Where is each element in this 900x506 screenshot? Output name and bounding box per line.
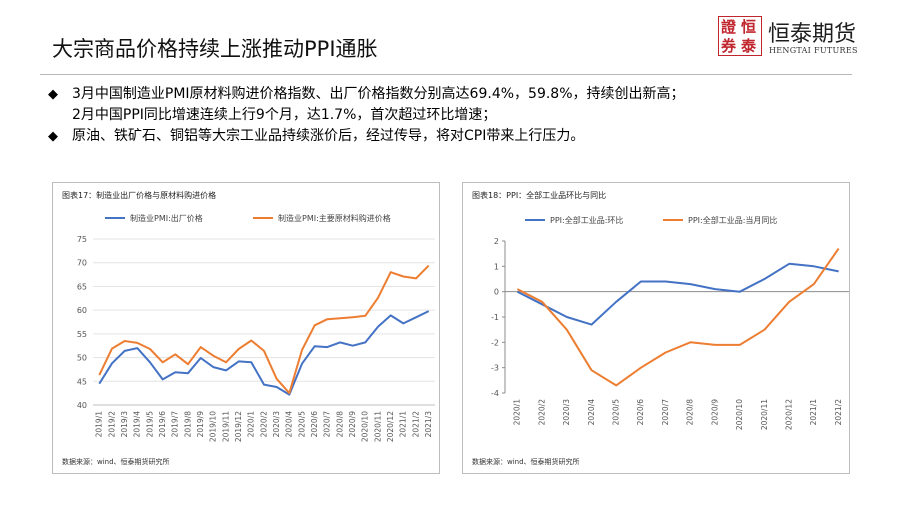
x-tick-label: 2019/10 [209,411,218,442]
x-tick-label: 2020/2 [259,411,268,438]
x-tick-label: 2020/10 [361,411,370,442]
x-tick-label: 2019/9 [196,411,205,438]
company-logo: 證 恒 券 泰 恒泰期货 HENGTAI FUTURES [718,14,868,62]
bullet-item: ◆ 原油、铁矿石、铜铝等大宗工业品持续涨价后，经过传导，将对CPI带来上行压力。 [48,126,888,147]
x-tick-label: 2020/6 [310,411,319,438]
bullet-list: ◆ 3月中国制造业PMI原材料购进价格指数、出厂价格指数分别高达69.4%，59.… [48,84,888,147]
series-line [98,264,430,395]
y-tick-label: 1 [494,262,499,271]
y-tick-label: -3 [491,364,499,373]
legend-label: 制造业PMI:出厂价格 [130,213,203,223]
x-tick-label: 2020/11 [373,411,382,442]
x-tick-label: 2020/5 [297,411,306,438]
x-tick-label: 2019/2 [107,411,116,438]
chart-caption: 图表18：PPI：全部工业品环比与同比 [472,191,607,200]
bullet-text: 原油、铁矿石、铜铝等大宗工业品持续涨价后，经过传导，将对CPI带来上行压力。 [72,128,585,144]
series-line [98,310,430,396]
x-tick-label: 2019/8 [183,411,192,438]
x-tick-label: 2020/1 [513,399,522,426]
x-tick-label: 2020/10 [735,399,744,430]
logo-subtitle: HENGTAI FUTURES [769,46,858,55]
x-tick-label: 2019/11 [221,411,230,442]
x-tick-label: 2020/1 [247,411,256,438]
x-tick-label: 2020/5 [611,399,620,426]
series-line [516,262,839,326]
legend-label: 制造业PMI:主要原材料购进价格 [278,213,391,223]
y-tick-label: 2 [494,237,499,246]
seal-char: 券 [721,37,737,55]
x-tick-label: 2021/2 [411,411,420,438]
x-tick-label: 2020/7 [323,411,332,438]
x-tick-label: 2020/3 [562,399,571,426]
x-tick-label: 2021/3 [424,411,433,438]
seal-char: 泰 [741,37,757,55]
y-tick-label: 0 [494,288,499,297]
x-tick-label: 2019/5 [145,411,154,438]
y-tick-label: 60 [77,306,87,315]
x-tick-label: 2020/6 [636,399,645,426]
x-tick-label: 2020/12 [784,399,793,430]
diamond-bullet-icon: ◆ [48,129,58,144]
x-tick-label: 2020/3 [272,411,281,438]
chart-panel-pmi: 图表17：制造业出厂价格与原材料购进价格 40 45 50 55 60 65 70 75 201… [52,182,440,474]
x-tick-label: 2020/9 [710,399,719,426]
seal-char: 證 [721,18,737,36]
logo-name: 恒泰期货 [768,22,857,47]
y-tick-label: 75 [77,235,87,244]
x-tick-label: 2020/4 [587,399,596,426]
y-tick-label: 50 [77,354,87,363]
x-tick-label: 2019/7 [171,411,180,438]
legend-label: PPI:全部工业品:当月同比 [688,215,777,225]
x-tick-label: 2020/2 [537,399,546,426]
seal-char: 恒 [741,18,757,36]
y-tick-label: -1 [491,313,499,322]
x-tick-label: 2020/8 [686,399,695,426]
y-tick-label: 45 [77,377,87,386]
legend-label: PPI:全部工业品:环比 [550,215,623,225]
series-line [516,248,840,387]
x-tick-label: 2019/1 [95,411,104,438]
x-tick-label: 2019/3 [120,411,129,438]
bullet-item: ◆ 3月中国制造业PMI原材料购进价格指数、出厂价格指数分别高达69.4%，59.… [48,84,888,126]
x-tick-label: 2019/6 [158,411,167,438]
y-tick-label: 55 [77,330,87,339]
x-tick-label: 2021/1 [809,399,818,426]
chart-source: 数据来源：wind、恒泰期货研究所 [472,458,580,466]
x-tick-label: 2020/7 [661,399,670,426]
y-tick-label: 40 [77,401,87,410]
chart-source: 数据来源：wind、恒泰期货研究所 [62,458,170,466]
x-tick-label: 2019/12 [234,411,243,442]
bullet-text: 3月中国制造业PMI原材料购进价格指数、出厂价格指数分别高达69.4%，59.8… [72,86,685,102]
ppi-chart: -4 -3 -2 -1 0 1 2 2020/1 2020/2 2020/3 2020/4 2020/… [491,215,849,430]
x-tick-label: 2020/8 [335,411,344,438]
x-tick-label: 2020/11 [760,399,769,430]
y-tick-label: -2 [491,338,499,347]
x-tick-label: 2021/1 [399,411,408,438]
title-divider [40,74,852,75]
x-tick-label: 2021/2 [834,399,843,426]
pmi-price-chart: 40 45 50 55 60 65 70 75 2019/1 2019/2 2019/3 2019/4… [77,213,435,442]
y-tick-label: -4 [491,389,499,398]
seal-icon: 證 恒 券 泰 [718,16,762,56]
chart-caption: 图表17：制造业出厂价格与原材料购进价格 [62,191,217,200]
slide-title: 大宗商品价格持续上涨推动PPI通胀 [52,37,378,61]
y-tick-label: 65 [77,282,87,291]
x-tick-label: 2020/4 [285,411,294,438]
x-tick-label: 2019/4 [133,411,142,438]
x-tick-label: 2020/9 [348,411,357,438]
y-tick-label: 70 [77,259,87,268]
chart-panel-ppi: 图表18：PPI：全部工业品环比与同比 -4 -3 -2 -1 0 1 2 2020/1 202… [462,182,850,474]
x-tick-label: 2020/12 [386,411,395,442]
bullet-text: 2月中国PPI同比增速连续上行9个月，达1.7%，首次超过环比增速； [72,107,497,123]
diamond-bullet-icon: ◆ [48,87,58,102]
